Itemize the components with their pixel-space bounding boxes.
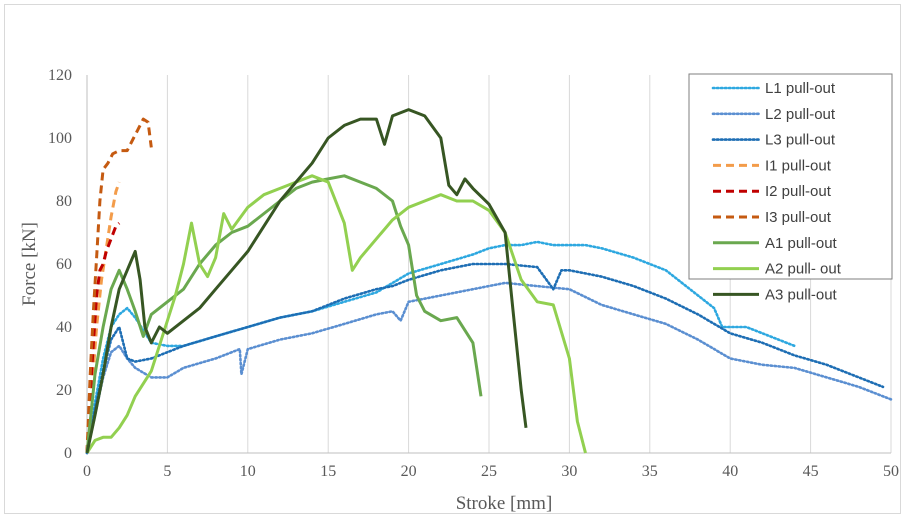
legend-label: I2 pull-out (765, 183, 832, 200)
x-tick-label: 15 (320, 463, 336, 480)
series-line-a1-pull-out (85, 174, 483, 454)
legend-label: L1 pull-out (765, 80, 836, 97)
x-tick-label: 0 (83, 463, 91, 480)
x-tick-label: 5 (163, 463, 171, 480)
legend-label: I3 pull-out (765, 209, 832, 226)
legend: L1 pull-out L2 pull-out L3 pull-out I1 pull… (688, 73, 893, 303)
legend-label: A2 pull- out (765, 261, 842, 278)
x-tick-label: 50 (883, 463, 899, 480)
legend-label: A3 pull-out (765, 286, 838, 303)
series-line-i1-pull-out (85, 181, 121, 454)
x-tick-label: 20 (401, 463, 417, 480)
axes: 0 5 10 15 20 25 30 35 40 45 50 0 20 40 60 80 100 120 Strok… (19, 67, 899, 514)
y-tick-label: 60 (56, 256, 72, 273)
y-axis-title: Force [kN] (19, 222, 40, 306)
y-tick-label: 0 (64, 445, 72, 462)
series-line-l1-pull-out (85, 240, 796, 455)
legend-label: A1 pull-out (765, 235, 838, 252)
y-tick-label: 40 (56, 319, 72, 336)
x-axis-title: Stroke [mm] (456, 493, 553, 514)
legend-label: L2 pull-out (765, 106, 836, 123)
x-tick-label: 40 (722, 463, 738, 480)
x-tick-label: 25 (481, 463, 497, 480)
series-group (85, 108, 893, 455)
series-line-l2-pull-out (85, 281, 893, 455)
legend-label: I1 pull-out (765, 157, 832, 174)
x-tick-label: 35 (642, 463, 658, 480)
series-line-a3-pull-out (85, 108, 528, 454)
y-tick-label: 80 (56, 193, 72, 210)
y-tick-label: 100 (48, 130, 72, 147)
legend-box (688, 73, 893, 280)
x-tick-label: 45 (803, 463, 819, 480)
series-line-l3-pull-out (85, 262, 885, 455)
series-line-i3-pull-out (85, 117, 153, 454)
y-tick-label: 20 (56, 382, 72, 399)
y-tick-label: 120 (48, 67, 72, 84)
series-line-a2-pull--out (85, 174, 587, 454)
legend-label: L3 pull-out (765, 132, 836, 149)
x-tick-label: 10 (240, 463, 256, 480)
x-tick-label: 30 (561, 463, 577, 480)
